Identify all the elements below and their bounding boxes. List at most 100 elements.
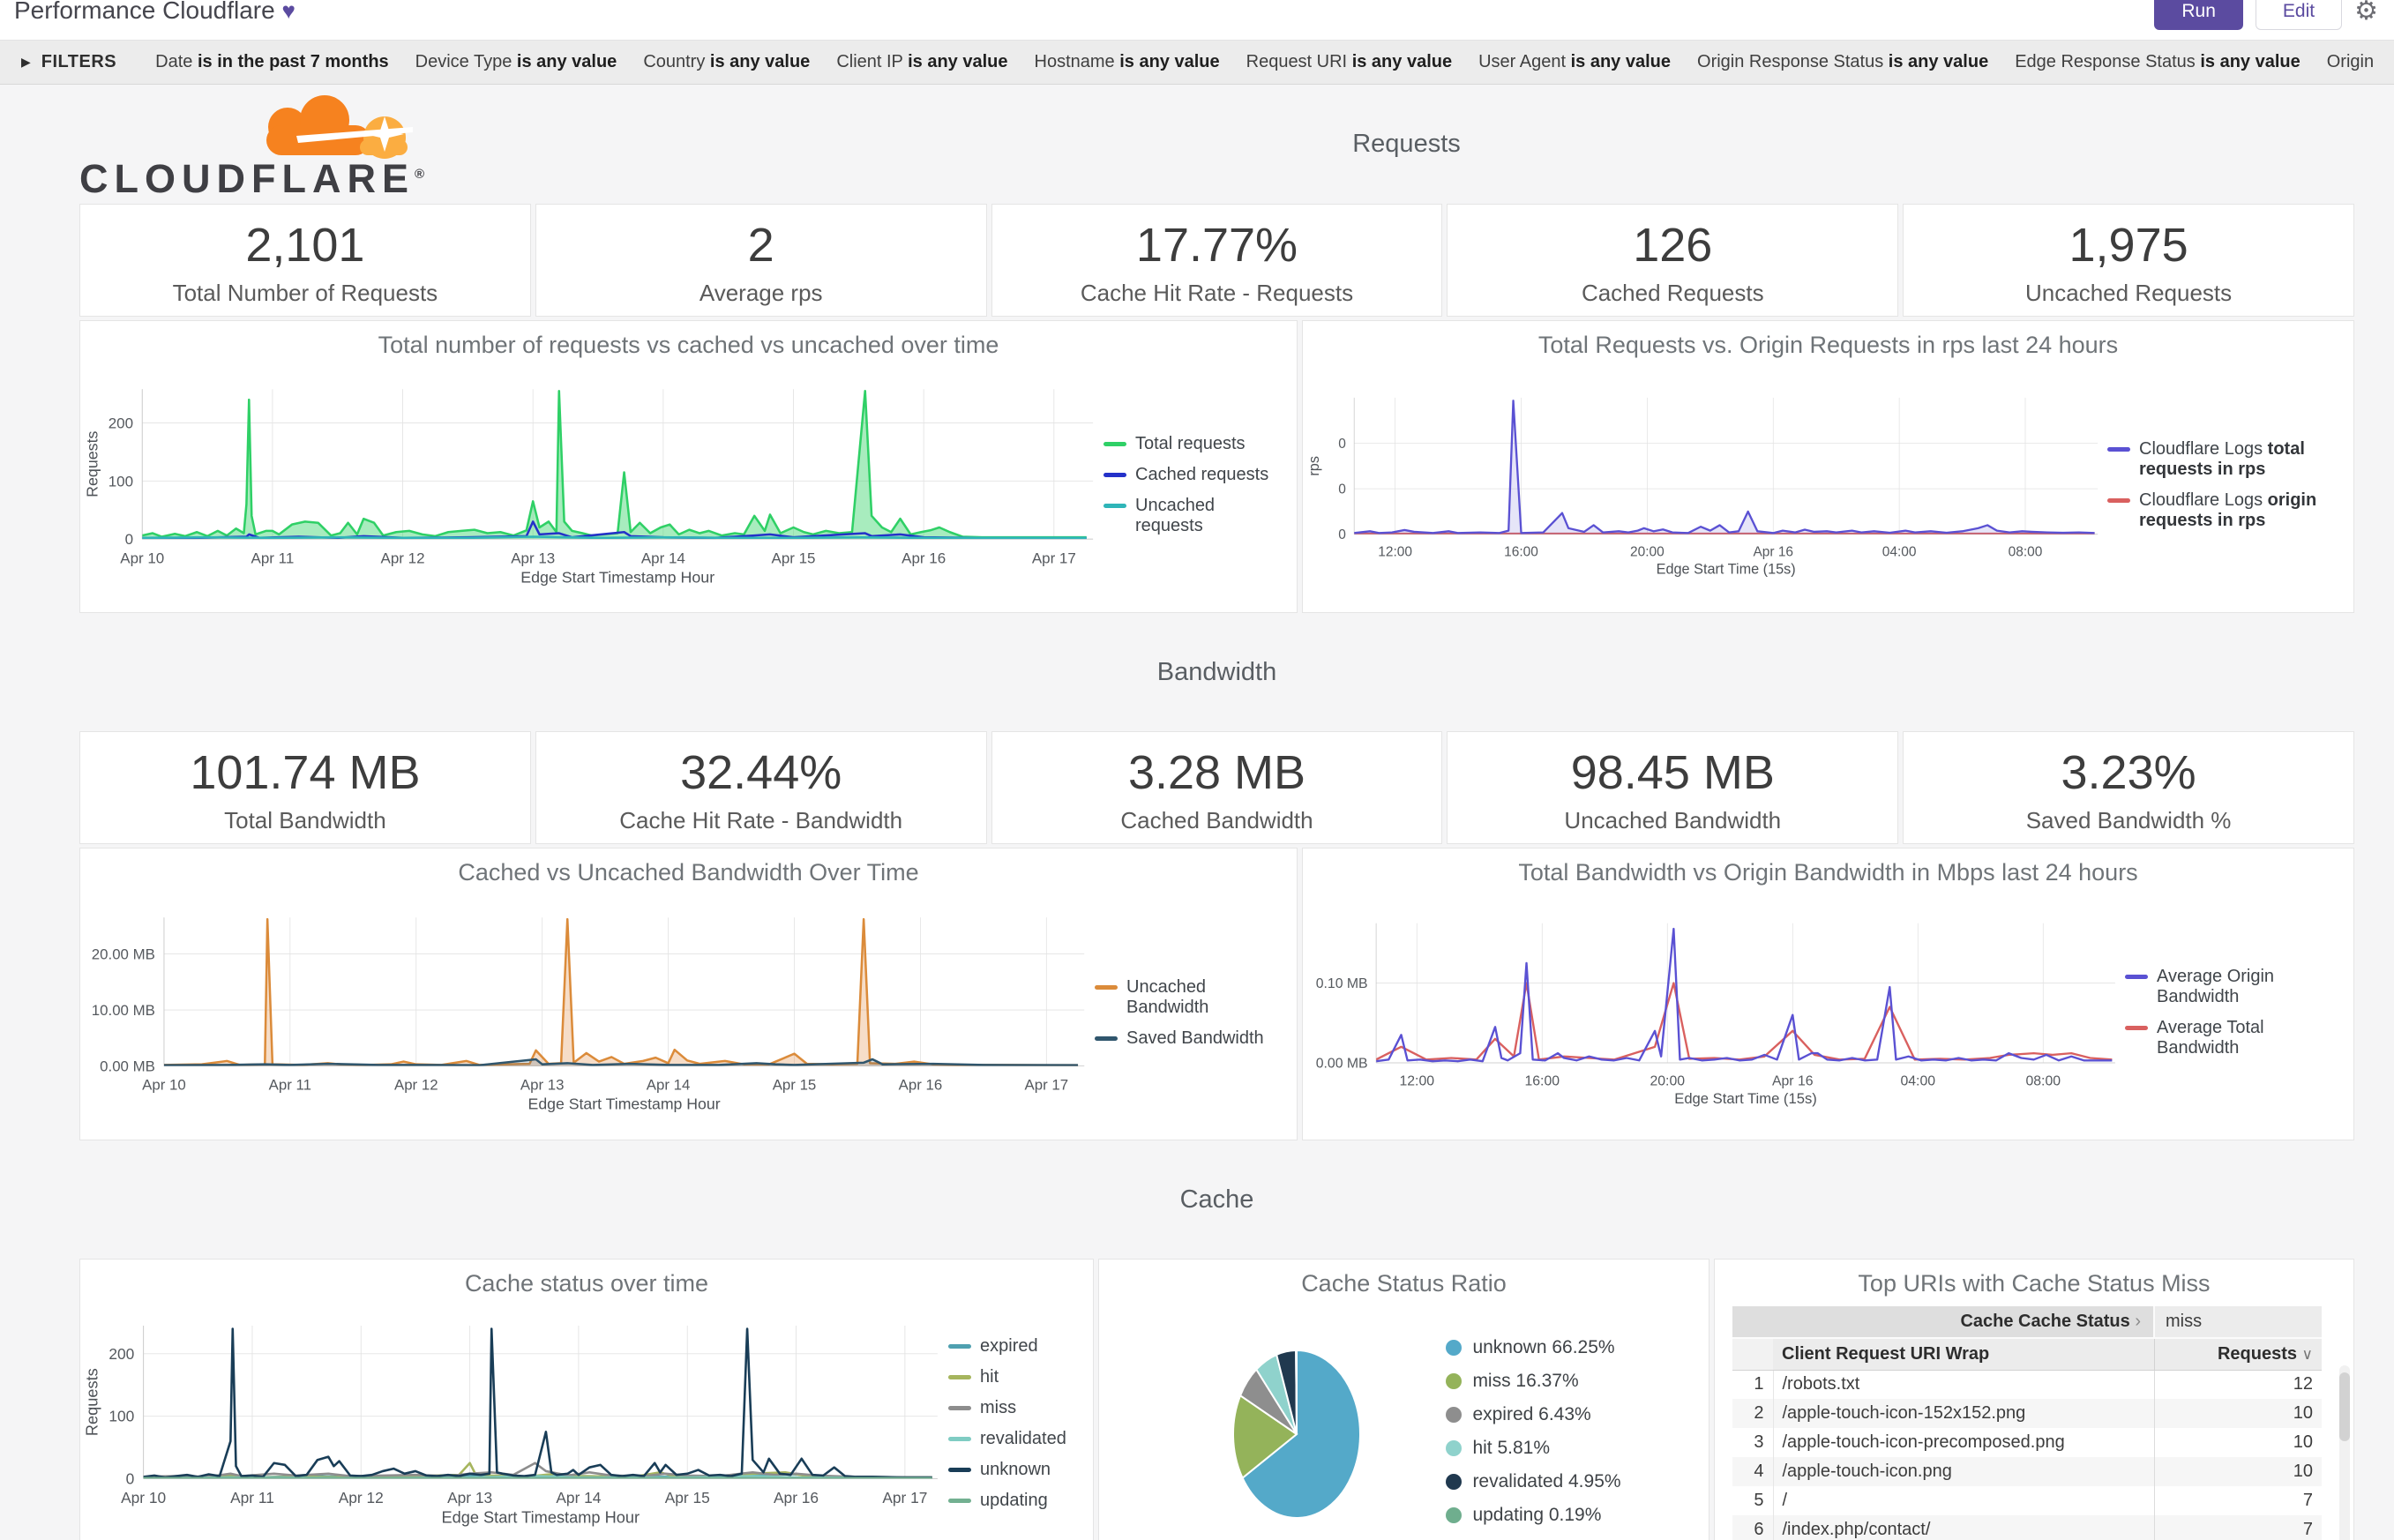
uri-cell[interactable]: /robots.txt	[1782, 1374, 1860, 1394]
svg-text:200: 200	[108, 415, 133, 431]
legend-label: unknown	[980, 1460, 1051, 1479]
index-column-header	[1732, 1337, 1773, 1371]
legend-item[interactable]: updating	[948, 1491, 1081, 1511]
legend-swatch	[1103, 473, 1126, 477]
svg-text:100: 100	[108, 473, 133, 490]
legend-item[interactable]: Total requests	[1103, 434, 1284, 454]
requests-column-header[interactable]: Requests ∨	[2153, 1337, 2322, 1371]
svg-text:Apr 11: Apr 11	[251, 549, 295, 566]
bandwidth-over-time-plot[interactable]: 0.00 MB 10.00 MB 20.00 MB Apr 10 Apr 11 Apr 1…	[84, 891, 1095, 1134]
legend-item[interactable]: miss	[948, 1398, 1081, 1418]
rps-last-24h-plot[interactable]: 0 0 0 12:00 16:00 20:00 Apr 16 04:00 08:00 Edge S…	[1306, 363, 2107, 607]
table-scrollbar-thumb[interactable]	[2339, 1372, 2350, 1441]
uri-cell[interactable]: /	[1782, 1491, 1788, 1510]
svg-text:Apr 16: Apr 16	[1772, 1073, 1814, 1088]
legend-item[interactable]: hit	[948, 1367, 1081, 1387]
legend-item[interactable]: expired	[948, 1336, 1081, 1357]
svg-text:04:00: 04:00	[1900, 1073, 1935, 1088]
kpi-label: Cache Hit Rate - Requests	[1080, 279, 1354, 306]
filter-chip[interactable]: Request URI is any value	[1246, 52, 1453, 71]
filters-label[interactable]: FILTERS	[41, 52, 117, 71]
legend-item[interactable]: revalidated	[948, 1429, 1081, 1449]
requests-cell[interactable]: 12	[2153, 1370, 2322, 1399]
cache-status-pie[interactable]	[1186, 1314, 1407, 1540]
table-row: 3/apple-touch-icon-precomposed.png 10	[1732, 1428, 2322, 1457]
requests-cell[interactable]: 10	[2153, 1457, 2322, 1486]
filter-chip[interactable]: Origin Response Status is any value	[1697, 52, 1989, 71]
legend-item[interactable]: Average Origin Bandwidth	[2125, 967, 2341, 1007]
pie-legend-label: miss 16.37%	[1472, 1371, 1579, 1391]
legend-item[interactable]: Average Total Bandwidth	[2125, 1018, 2341, 1058]
pie-legend-label: revalidated 4.95%	[1472, 1471, 1621, 1491]
legend-item[interactable]: unknown	[948, 1460, 1081, 1480]
pie-legend-item[interactable]: expired 6.43%	[1446, 1404, 1620, 1425]
uri-column-header[interactable]: Client Request URI Wrap	[1773, 1337, 2154, 1371]
uri-cell[interactable]: /apple-touch-icon-precomposed.png	[1782, 1432, 2065, 1452]
legend-swatch	[948, 1375, 971, 1379]
pie-legend-item[interactable]: updating 0.19%	[1446, 1505, 1620, 1526]
pie-legend-label: updating 0.19%	[1472, 1505, 1602, 1525]
legend-item[interactable]: Cached requests	[1103, 465, 1284, 485]
svg-text:Apr 11: Apr 11	[230, 1489, 274, 1506]
filter-chip[interactable]: Device Type is any value	[415, 52, 617, 71]
filter-items: Date is in the past 7 months Device Type …	[155, 52, 2373, 72]
svg-text:0.00 MB: 0.00 MB	[100, 1058, 155, 1075]
chart-bandwidth-over-time: Cached vs Uncached Bandwidth Over Time 0…	[79, 848, 1298, 1140]
requests-cell[interactable]: 7	[2153, 1486, 2322, 1515]
legend-swatch	[948, 1499, 971, 1503]
pie-legend-item[interactable]: miss 16.37%	[1446, 1371, 1620, 1392]
page-title: Performance Cloudflare ♥	[14, 0, 296, 25]
legend-label: Uncached requests	[1135, 496, 1216, 535]
legend-item[interactable]: Cloudflare Logs total requests in rps	[2107, 439, 2341, 480]
legend-label: Average Origin Bandwidth	[2157, 967, 2275, 1006]
svg-text:16:00: 16:00	[1504, 545, 1538, 560]
filter-chip[interactable]: Country is any value	[643, 52, 811, 71]
pie-legend-label: expired 6.43%	[1472, 1404, 1591, 1424]
pie-legend: unknown 66.25% miss 16.37% expired 6.43% hi…	[1446, 1337, 1621, 1526]
uri-cell[interactable]: /apple-touch-icon.png	[1773, 1457, 2154, 1486]
filter-chip[interactable]: User Agent is any value	[1478, 52, 1672, 71]
requests-cell[interactable]: 7	[2153, 1515, 2322, 1540]
filter-chip[interactable]: Hostname is any value	[1034, 52, 1220, 71]
edit-button[interactable]: Edit	[2255, 0, 2343, 30]
pie-legend-item[interactable]: revalidated 4.95%	[1446, 1471, 1621, 1492]
svg-text:rps: rps	[1306, 456, 1322, 476]
legend-item[interactable]: Cloudflare Logs origin requests in rps	[2107, 490, 2341, 531]
cache-status-plot[interactable]: 0 100 200 Apr 10 Apr 11 Apr 12 Apr 13 Apr 14 Apr…	[84, 1302, 948, 1540]
pivot-header[interactable]: Cache Cache Status ›	[1732, 1306, 2154, 1338]
chart-cache-status-over-time: Cache status over time 0 100 200 Apr 10 Apr …	[79, 1259, 1094, 1540]
section-title-cache: Cache	[1179, 1185, 1254, 1214]
uri-cell[interactable]: /index.php/contact/	[1773, 1515, 2154, 1540]
requests-over-time-plot[interactable]: 0 100 200 Apr 10 Apr 11 Apr 12 Apr 13 Apr 14 Apr…	[84, 363, 1103, 607]
gear-icon[interactable]: ⚙	[2354, 0, 2378, 26]
legend-swatch	[1103, 442, 1126, 446]
filter-chip[interactable]: Edge Response Status is any value	[2015, 52, 2300, 71]
requests-cell[interactable]: 10	[2153, 1428, 2322, 1457]
filters-expand-icon[interactable]: ▶	[21, 55, 31, 69]
kpi-label: Uncached Requests	[2025, 279, 2233, 306]
legend-label: expired	[980, 1336, 1038, 1356]
pie-legend-label: hit 5.81%	[1472, 1438, 1550, 1458]
chart-legend: Total requests Cached requests Uncached re…	[1103, 434, 1293, 536]
filter-chip[interactable]: Origin IP is any value	[2326, 52, 2373, 71]
filter-chip[interactable]: Client IP is any value	[836, 52, 1008, 71]
svg-text:0: 0	[125, 531, 133, 548]
svg-text:0: 0	[1338, 527, 1346, 542]
uri-cell[interactable]: /apple-touch-icon-152x152.png	[1773, 1399, 2154, 1428]
pie-legend-item[interactable]: unknown 66.25%	[1446, 1337, 1620, 1358]
filter-chip[interactable]: Date is in the past 7 months	[155, 52, 389, 71]
table-scrollbar[interactable]	[2339, 1365, 2350, 1540]
svg-text:Apr 11: Apr 11	[269, 1077, 311, 1094]
legend-item[interactable]: Uncached requests	[1103, 496, 1284, 536]
run-button[interactable]: Run	[2154, 0, 2243, 30]
legend-label: Average Total Bandwidth	[2157, 1018, 2264, 1058]
top-uris-table-tile: Top URIs with Cache Status Miss Cache Ca…	[1714, 1259, 2354, 1540]
pie-legend-item[interactable]: hit 5.81%	[1446, 1438, 1620, 1459]
svg-text:08:00: 08:00	[2009, 545, 2043, 560]
bandwidth-last-24h-plot[interactable]: 0.00 MB 0.10 MB 12:00 16:00 20:00 Apr 16 04:00…	[1306, 891, 2125, 1134]
legend-item[interactable]: Uncached Bandwidth	[1095, 977, 1284, 1018]
legend-item[interactable]: Saved Bandwidth	[1095, 1028, 1284, 1049]
requests-cell[interactable]: 10	[2153, 1399, 2322, 1428]
charts-row-bandwidth: Cached vs Uncached Bandwidth Over Time 0…	[79, 848, 2354, 1140]
legend-swatch	[2107, 447, 2130, 452]
